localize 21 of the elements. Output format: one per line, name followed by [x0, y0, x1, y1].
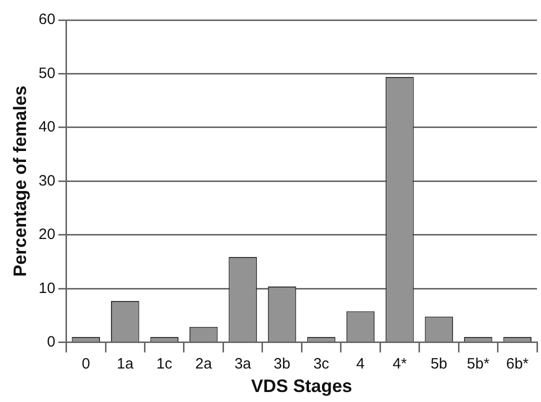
x-tick-label: 6b* [506, 356, 529, 373]
x-tick-label: 5b* [466, 356, 490, 373]
y-tick-label: 20 [38, 226, 56, 244]
x-tick-label: 5b [430, 356, 448, 373]
y-tick-label: 60 [38, 11, 56, 28]
x-tick-label: 3b [274, 356, 290, 373]
y-tick-label: 50 [38, 64, 56, 82]
x-tick-label: 1a [116, 356, 134, 373]
x-tick-label: 2a [195, 356, 213, 373]
x-tick-label: 3c [313, 356, 330, 373]
x-tick-label: 1c [156, 356, 173, 373]
y-axis-title: Percentage of females [10, 86, 30, 277]
y-tick-label: 30 [38, 172, 56, 190]
x-tick-label: 4 [356, 356, 365, 373]
x-tick-label: 3a [234, 356, 252, 373]
y-tick-label: 40 [38, 118, 56, 136]
y-tick-label: 0 [46, 334, 56, 351]
x-tick-label: 0 [82, 356, 90, 373]
y-tick-label: 10 [38, 280, 56, 297]
x-axis-title: VDS Stages [251, 376, 352, 396]
x-tick-label: 4* [392, 356, 407, 373]
